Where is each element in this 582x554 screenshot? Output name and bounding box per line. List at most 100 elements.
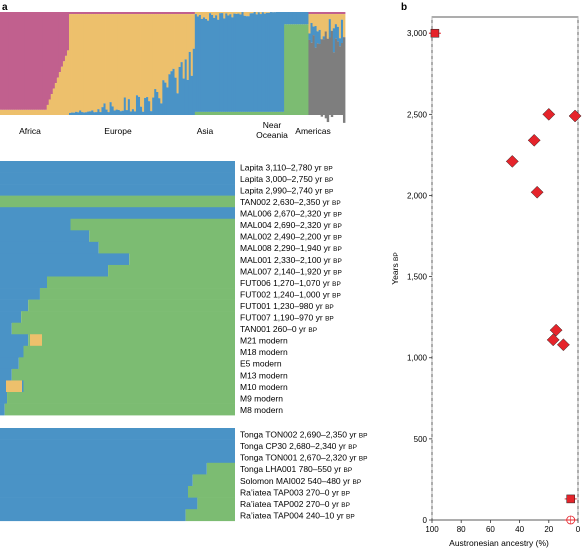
row-oceania-segment	[7, 392, 235, 404]
admixture-bar-segment	[332, 12, 336, 15]
admixture-bar-segment	[170, 12, 173, 15]
admixture-bar-segment	[148, 14, 151, 102]
row-label: Ra’iatea TAP004 240–10 yr BP	[240, 511, 355, 521]
admixture-bar-segment	[111, 12, 115, 15]
row-label: Solomon MAI002 540–480 yr BP	[240, 476, 361, 486]
row-asian-segment	[0, 392, 8, 404]
admixture-bar-segment	[338, 46, 342, 115]
admixture-bar-segment	[207, 12, 210, 21]
row-asian-segment	[0, 207, 235, 220]
admixture-bar-segment	[342, 12, 346, 15]
admixture-bar-segment	[334, 24, 338, 39]
admixture-bar-segment	[221, 12, 224, 14]
admixture-bar-segment	[150, 14, 153, 112]
admixture-bar-segment	[32, 109, 35, 115]
admixture-bar-segment	[194, 14, 198, 112]
row-asian-segment	[0, 428, 235, 440]
admixture-bar-segment	[304, 12, 307, 25]
admixture-bar-segment	[178, 14, 182, 67]
admixture-bar-segment	[71, 112, 74, 115]
admixture-bar-segment	[322, 12, 326, 15]
admixture-bar-segment	[196, 16, 200, 112]
admixture-bar-segment	[119, 111, 123, 115]
row-label: FUT001 1,230–980 yr BP	[240, 301, 334, 311]
admixture-bar-segment	[152, 97, 155, 115]
admixture-bar-segment	[302, 12, 305, 25]
admixture-bar-segment	[217, 19, 220, 112]
row-asian-segment	[0, 509, 186, 522]
admixture-bar-segment	[71, 14, 74, 113]
admixture-bar-segment	[267, 111, 271, 115]
admixture-bar-segment	[284, 24, 287, 115]
admixture-bar-segment	[316, 12, 320, 15]
admixture-bar-segment	[209, 13, 212, 112]
admixture-bar-segment	[85, 14, 88, 113]
admixture-bar-segment	[146, 14, 149, 98]
admixture-bar-segment	[180, 12, 184, 15]
admixture-bar-segment	[182, 14, 186, 79]
admixture-bar-segment	[217, 12, 220, 20]
admixture-bar-segment	[211, 111, 214, 115]
row-oceania-segment	[185, 509, 235, 522]
admixture-bar-segment	[109, 12, 113, 15]
admixture-bar-segment	[69, 14, 72, 113]
admixture-bar-segment	[30, 109, 33, 115]
admixture-bar-segment	[223, 12, 226, 19]
admixture-bar-segment	[168, 14, 171, 75]
admixture-bar-segment	[89, 14, 92, 112]
admixture-bar-segment	[265, 111, 269, 115]
admixture-bar-segment	[290, 24, 293, 115]
admixture-bar-segment	[81, 14, 84, 113]
admixture-bar-segment	[135, 12, 139, 15]
admixture-bar-segment	[172, 12, 175, 15]
row-asian-segment	[0, 451, 235, 464]
admixture-bar-segment	[322, 39, 326, 115]
admixture-bar-segment	[142, 12, 145, 15]
admixture-bar-segment	[332, 14, 336, 29]
admixture-bar-segment	[152, 14, 155, 98]
admixture-bar-segment	[276, 12, 279, 112]
admixture-bar-segment	[338, 12, 342, 15]
row-label: FUT006 1,270–1,070 yr BP	[240, 278, 341, 288]
admixture-bar-segment	[338, 14, 342, 39]
admixture-bar-segment	[32, 12, 35, 110]
admixture-bar-segment	[280, 12, 283, 112]
y-tick-label: 2,000	[407, 191, 428, 200]
admixture-bar-segment	[255, 12, 259, 15]
admixture-bar-segment	[312, 35, 315, 115]
admixture-bar-segment	[4, 12, 7, 110]
admixture-bar-segment	[202, 17, 206, 112]
y-tick-label: 3,000	[407, 29, 428, 38]
admixture-bar-segment	[320, 12, 324, 15]
admixture-bar-segment	[142, 14, 145, 112]
admixture-bar-segment	[318, 29, 322, 44]
admixture-bar-segment	[318, 12, 322, 15]
admixture-bar-segment	[320, 14, 324, 40]
admixture-bar-segment	[131, 109, 135, 115]
row-label: MAL004 2,690–2,320 yr BP	[240, 220, 342, 230]
admixture-bar-segment	[204, 18, 208, 112]
row-oceania-segment	[98, 241, 235, 254]
row-label: M21 modern	[240, 336, 288, 346]
row-label: TAN001 260–0 yr BP	[240, 324, 317, 334]
admixture-bar-segment	[138, 96, 141, 115]
admixture-bar-segment	[188, 14, 192, 52]
admixture-bar-segment	[326, 14, 330, 39]
admixture-bar-segment	[154, 14, 157, 90]
row-label: M9 modern	[240, 393, 283, 403]
row-oceania-segment	[108, 264, 235, 277]
row-label: FUT007 1,190–970 yr BP	[240, 313, 334, 323]
admixture-bar-segment	[263, 111, 267, 115]
row-oceania-segment	[28, 299, 236, 312]
admixture-bar-segment	[342, 37, 346, 123]
admixture-bar-segment	[296, 12, 299, 25]
admixture-bar-segment	[85, 112, 88, 115]
admixture-bar-segment	[219, 12, 222, 14]
row-asian-segment	[0, 357, 19, 370]
admixture-bar-segment	[166, 14, 169, 88]
admixture-bar-segment	[107, 112, 110, 115]
admixture-bar-segment	[117, 109, 121, 115]
admixture-bar-segment	[200, 111, 204, 115]
admixture-bar-segment	[288, 24, 291, 115]
